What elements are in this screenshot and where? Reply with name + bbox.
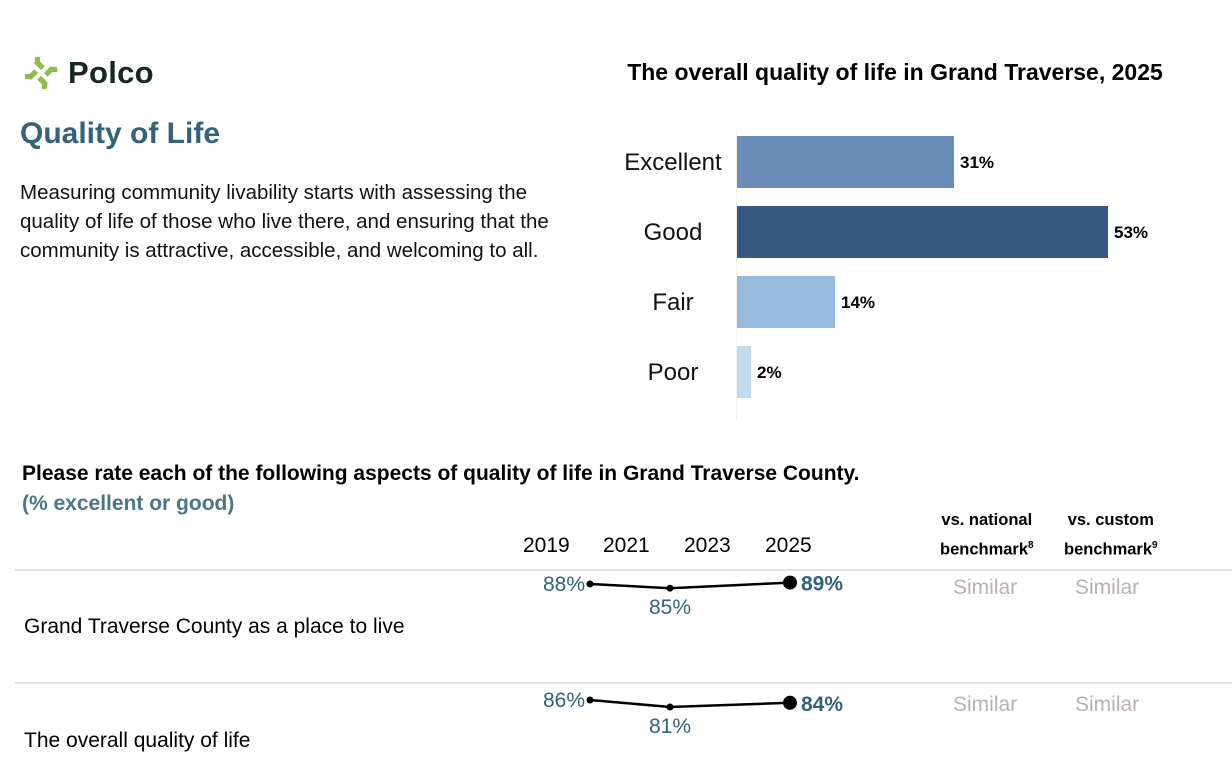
trend-value-label: 89% — [801, 573, 843, 596]
national-benchmark-line2: benchmark — [940, 540, 1029, 559]
custom-benchmark-header: vs. custom benchmark9 — [1064, 508, 1158, 563]
national-benchmark-value: Similar — [953, 576, 1018, 599]
row-label-overall-quality: The overall quality of life — [24, 729, 251, 752]
national-benchmark-header: vs. national benchmark8 — [940, 508, 1034, 563]
trend-point — [783, 575, 797, 590]
bar-value-label: 14% — [841, 293, 875, 312]
question-title: Please rate each of the following aspect… — [22, 462, 860, 485]
bar-excellent — [737, 136, 954, 188]
footnote-9: 9 — [1152, 540, 1158, 551]
trend-point — [666, 703, 674, 711]
question-subtitle: (% excellent or good) — [22, 492, 235, 515]
trend-value-label: 84% — [801, 693, 843, 716]
bar-good — [737, 206, 1108, 258]
year-label-2023: 2023 — [684, 534, 731, 557]
bar-value-label: 53% — [1114, 223, 1148, 242]
polco-logo: Polco — [22, 54, 154, 92]
custom-benchmark-value: Similar — [1075, 576, 1140, 599]
row-divider — [15, 569, 1232, 571]
trend-chart: 88% 85% 89% 86% 81% 84% — [543, 573, 843, 738]
custom-benchmark-line2: benchmark — [1064, 540, 1153, 559]
section-title: Quality of Life — [20, 117, 221, 150]
trend-point — [586, 580, 594, 588]
year-label-2019: 2019 — [523, 534, 570, 557]
year-label-2025: 2025 — [765, 534, 812, 557]
custom-benchmark-line1: vs. custom — [1067, 511, 1154, 529]
row-divider — [15, 682, 1232, 684]
national-benchmark-value: Similar — [953, 693, 1018, 716]
intro-text: Measuring community livability starts wi… — [20, 181, 549, 262]
trend-point — [586, 696, 594, 704]
year-label-2021: 2021 — [603, 534, 650, 557]
bar-value-label: 2% — [757, 363, 782, 382]
bar-category-label: Poor — [648, 359, 699, 386]
row-label-place-to-live: Grand Traverse County as a place to live — [24, 615, 405, 638]
bar-chart: Excellent 31% Good 53% Fair 14% Poor 2% — [624, 130, 1148, 420]
trend-value-label: 86% — [543, 689, 585, 712]
bar-chart-title: The overall quality of life in Grand Tra… — [627, 59, 1163, 85]
custom-benchmark-value: Similar — [1075, 693, 1140, 716]
footnote-8: 8 — [1028, 540, 1034, 551]
bar-fair — [737, 276, 835, 328]
bar-category-label: Fair — [652, 289, 693, 316]
brand-name: Polco — [68, 55, 154, 90]
bar-poor — [737, 346, 751, 398]
trend-value-label: 81% — [649, 715, 691, 738]
bar-category-label: Excellent — [624, 149, 722, 176]
trend-point — [783, 695, 797, 710]
trend-point — [666, 584, 674, 592]
trend-line — [589, 698, 791, 709]
polco-logo-icon — [24, 56, 58, 90]
trend-line — [589, 581, 791, 590]
national-benchmark-line1: vs. national — [941, 511, 1033, 529]
trend-value-label: 88% — [543, 573, 585, 596]
bar-value-label: 31% — [960, 153, 994, 172]
bar-category-label: Good — [644, 219, 703, 246]
trend-value-label: 85% — [649, 596, 691, 619]
